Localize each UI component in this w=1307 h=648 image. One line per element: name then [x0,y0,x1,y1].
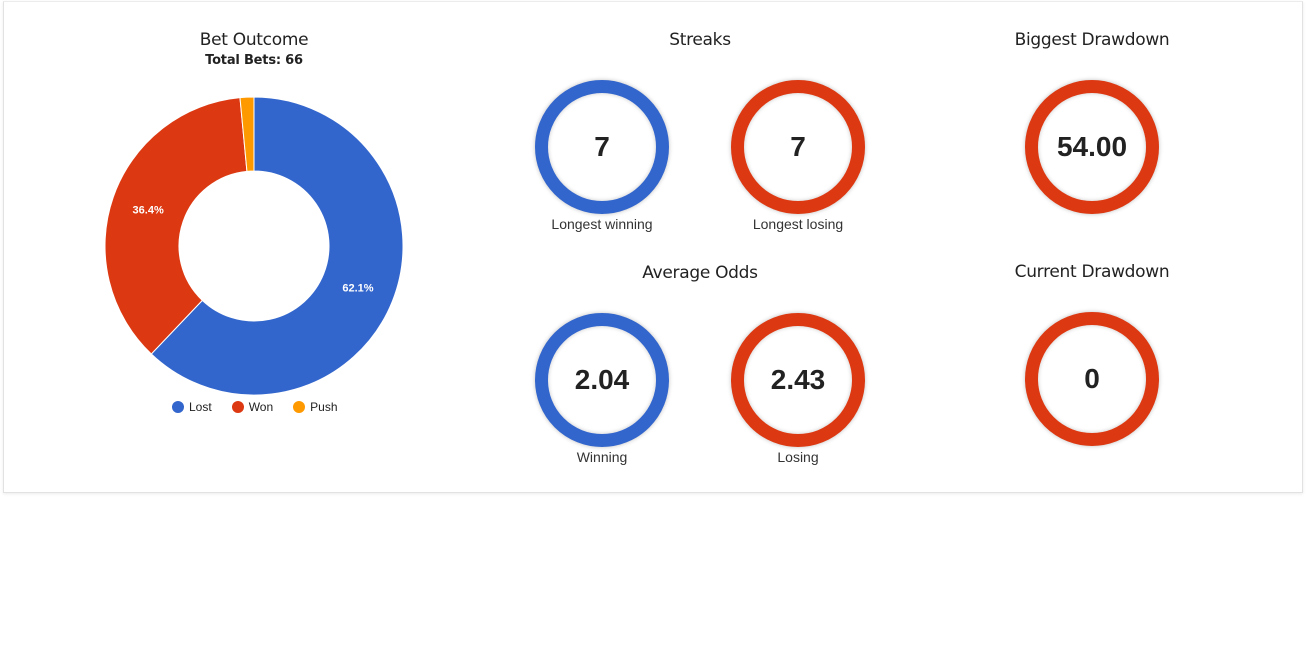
avg-odds-losing-value: 2.43 [770,364,826,395]
avg-odds-losing-caption: Losing [777,449,819,465]
legend-item-won[interactable]: Won [231,400,274,414]
avg-odds-winning-ring: 2.04 [535,313,669,447]
legend-item-push[interactable]: Push [293,400,338,414]
legend-label-won: Won [248,400,274,414]
donut-slice-lost[interactable] [150,96,404,396]
legend-swatch-lost [172,401,184,413]
longest-winning-caption: Longest winning [551,216,653,232]
longest-winning-value: 7 [594,131,610,162]
biggest-drawdown-value: 54.00 [1056,131,1128,162]
avg-odds-losing-ring: 2.43 [731,313,865,447]
avg-odds-winning-value: 2.04 [574,364,630,395]
current-drawdown-ring: 0 [1025,312,1159,446]
current-drawdown-value: 0 [1084,363,1100,394]
legend-swatch-push [293,401,306,413]
legend-label-lost: Lost [189,400,212,414]
bet-outcome-title: Bet Outcome [199,30,309,50]
avg-odds-winning-caption: Winning [576,449,628,465]
longest-losing-caption: Longest losing [752,216,844,232]
legend-item-lost[interactable]: Lost [172,400,212,414]
biggest-drawdown-ring: 54.00 [1025,80,1159,214]
longest-losing-ring: 7 [731,80,865,214]
longest-losing-value: 7 [790,131,806,162]
average-odds-title: Average Odds [642,263,758,283]
chart-legend: Lost Won Push [172,400,358,414]
donut-slice-won[interactable] [104,97,248,355]
current-drawdown-title: Current Drawdown [1014,262,1170,282]
streaks-title: Streaks [669,30,731,50]
donut-slice-push[interactable] [239,96,255,172]
bet-outcome-donut-chart: 62.1% 36.4% [104,96,404,396]
biggest-drawdown-title: Biggest Drawdown [1014,30,1170,50]
donut-label-lost: 62.1% [342,283,373,295]
longest-winning-ring: 7 [535,80,669,214]
legend-label-push: Push [310,400,338,414]
legend-swatch-won [231,401,244,413]
bet-outcome-subtitle: Total Bets: 66 [205,53,303,68]
donut-label-won: 36.4% [133,204,164,216]
